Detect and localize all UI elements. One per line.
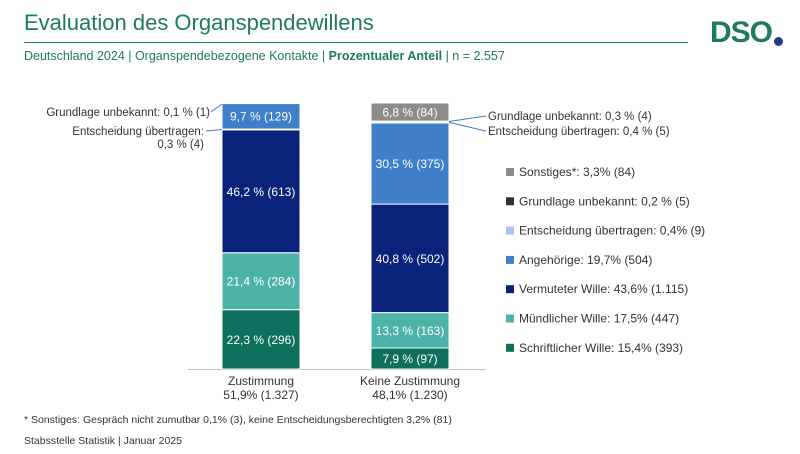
legend-swatch-angehoerige: [506, 255, 514, 264]
logo-dot-icon: [774, 37, 783, 46]
callout-label-grundlage-right: Grundlage unbekannt: 0,3 % (4): [488, 111, 652, 123]
legend-label: Mündlicher Wille: 17,5% (447): [519, 312, 679, 326]
segment-label: 13,3 % (163): [376, 324, 445, 338]
callout-label-grundlage: Grundlage unbekannt: 0,1 % (1): [46, 107, 210, 119]
chart-title: Evaluation des Organspendewillens: [24, 10, 374, 35]
subtitle-bold: Prozentualer Anteil: [328, 49, 443, 63]
bar-segment-angehoerige: [221, 102, 301, 130]
category-total-label: 51,9% (1.327): [223, 388, 298, 402]
bar-segment-sonstiges: [370, 102, 450, 122]
bar-segment-vermutet: [221, 129, 301, 254]
legend-swatch-vermutet: [506, 285, 514, 294]
callout-label-entscheidung-value: 0,3 % (4): [157, 139, 204, 151]
segment-label: 21,4 % (284): [227, 275, 296, 289]
title-divider: [24, 42, 688, 43]
legend-label: Sonstiges*: 3,3% (84): [519, 165, 635, 179]
legend-swatch-sonstiges: [506, 168, 514, 176]
logo-text: DSO: [710, 16, 773, 49]
category-label: Keine Zustimmung: [360, 374, 460, 388]
segment-label: 9,7 % (129): [230, 110, 292, 124]
bar-segment-muendlich: [370, 312, 450, 349]
legend-swatch-schriftlich: [506, 343, 514, 352]
bar-segment-muendlich: [221, 252, 301, 311]
segment-label: 7,9 % (97): [382, 352, 437, 366]
callout-label-entscheidung-right: Entscheidung übertragen: 0,4 % (5): [488, 126, 670, 138]
bar-segment-vermutet: [370, 203, 450, 314]
segment-label: 22,3 % (296): [227, 333, 296, 347]
segment-label: 40,8 % (502): [376, 252, 445, 266]
legend-swatch-grundlage: [506, 197, 514, 206]
callout-leader-entscheidung-right: [448, 121, 487, 132]
legend-label: Entscheidung übertragen: 0,4% (9): [519, 224, 705, 238]
callout-leader-grundlage: [210, 103, 223, 113]
callout-leader-grundlage-right: [448, 115, 487, 122]
stacked-bar-chart: 22,3 % (296) 21,4 % (284) 46,2 % (613) 9,7 …: [46, 102, 705, 402]
source-note: Stabsstelle Statistik | Januar 2025: [24, 435, 182, 447]
bar-segment-angehoerige: [370, 122, 450, 205]
legend-label: Grundlage unbekannt: 0,2 % (5): [519, 194, 690, 208]
subtitle-tail: | n = 2.557: [442, 49, 505, 63]
footnote: * Sonstiges: Gespräch nicht zumutbar 0,1…: [24, 414, 452, 426]
segment-label: 6,8 % (84): [382, 106, 437, 120]
legend-label: Vermuteter Wille: 43,6% (1.115): [519, 282, 688, 296]
segment-label: 46,2 % (613): [227, 185, 296, 199]
dso-logo: DSO: [710, 16, 783, 50]
legend-swatch-muendlich: [506, 314, 514, 323]
legend-label: Angehörige: 19,7% (504): [519, 253, 652, 267]
bar-segment-schriftlich: [221, 309, 301, 370]
callout-label-entscheidung: Entscheidung übertragen:: [72, 126, 204, 138]
legend-swatch-entscheidung: [506, 226, 514, 235]
legend-label: Schriftlicher Wille: 15,4% (393): [519, 341, 683, 355]
category-total-label: 48,1% (1.230): [372, 388, 447, 402]
callout-leader-entscheidung: [205, 128, 223, 132]
bar-segment-grundlage: [221, 102, 301, 105]
subtitle-plain: Deutschland 2024 | Organspendebezogene K…: [24, 49, 329, 63]
segment-label: 30,5 % (375): [376, 157, 445, 171]
category-label: Zustimmung: [228, 374, 294, 388]
chart-subtitle: Deutschland 2024 | Organspendebezogene K…: [24, 49, 505, 63]
